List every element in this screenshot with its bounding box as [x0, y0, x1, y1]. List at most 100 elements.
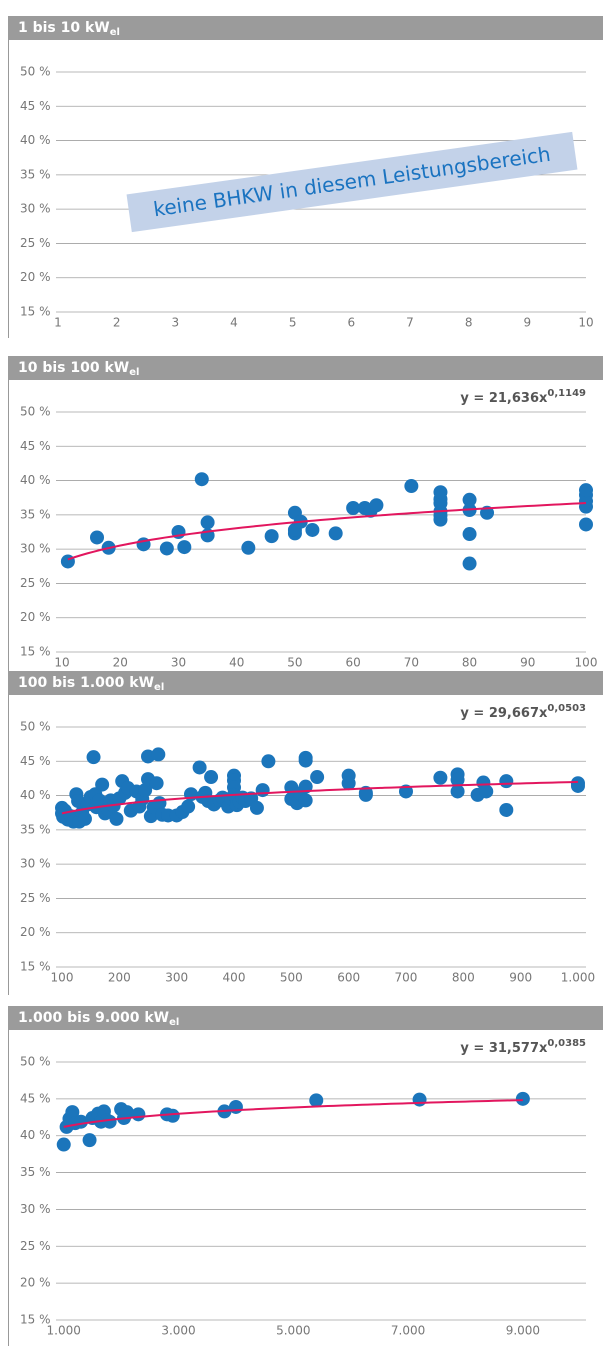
data-point [358, 787, 373, 802]
data-point [462, 527, 477, 542]
y-tick-label: 30 % [20, 202, 51, 216]
formula-exponent: 0,1149 [547, 388, 586, 399]
data-point [479, 784, 494, 799]
x-tick-label: 80 [462, 656, 477, 670]
x-tick-label: 700 [395, 971, 418, 985]
formula-exponent: 0,0385 [547, 1038, 586, 1049]
data-point [264, 529, 279, 544]
y-tick-label: 40 % [20, 788, 51, 802]
y-tick-label: 15 % [20, 1313, 51, 1327]
data-point [450, 784, 465, 799]
y-tick-label: 20 % [20, 270, 51, 284]
data-point [412, 1092, 427, 1107]
x-tick-label: 10 [54, 656, 69, 670]
x-tick-label: 7.000 [391, 1324, 425, 1338]
data-point [369, 498, 384, 513]
data-point [241, 540, 256, 555]
formula-var: x [539, 391, 548, 406]
data-point [298, 753, 313, 768]
y-tick-label: 35 % [20, 822, 51, 836]
x-tick-label: 500 [280, 971, 303, 985]
y-tick-label: 45 % [20, 754, 51, 768]
x-tick-label: 900 [509, 971, 532, 985]
panel-header [8, 356, 603, 380]
formula-coef: 31,577 [489, 1041, 539, 1056]
formula-var: x [539, 706, 548, 721]
data-point [341, 776, 356, 791]
data-point [249, 800, 264, 815]
y-tick-label: 50 % [20, 720, 51, 734]
x-tick-label: 70 [404, 656, 419, 670]
data-point [404, 479, 419, 494]
data-point [261, 754, 276, 769]
panel: 1 bis 10 kWel 15 % 20 % 25 % 30 % 35 % 40 % 45 … [8, 16, 603, 338]
trendline-formula: y = 21,636x0,1149 [460, 388, 586, 406]
y-tick-label: 15 % [20, 305, 51, 319]
data-point [450, 772, 465, 787]
panel-header [8, 16, 603, 40]
title-subscript: el [169, 1017, 179, 1028]
data-point [255, 783, 270, 798]
x-tick-label: 400 [223, 971, 246, 985]
x-tick-label: 5.000 [276, 1324, 310, 1338]
x-tick-label: 30 [171, 656, 186, 670]
x-tick-label: 90 [520, 656, 535, 670]
data-point [181, 799, 196, 814]
panel-title: 10 bis 100 kWel [18, 360, 139, 378]
data-point [165, 1108, 180, 1123]
y-tick-label: 40 % [20, 1128, 51, 1142]
data-point [60, 554, 75, 569]
panel-title: 1 bis 10 kWel [18, 20, 120, 38]
formula-prefix: y = [460, 706, 488, 721]
data-point [95, 777, 110, 792]
data-point [579, 483, 593, 498]
data-point [131, 1107, 146, 1122]
data-point [151, 747, 166, 762]
title-subscript: el [129, 367, 139, 378]
y-tick-label: 15 % [20, 960, 51, 974]
panel-title: 100 bis 1.000 kWel [18, 675, 164, 693]
annotation: keine BHKW in diesem Leistungsbereich [126, 131, 578, 233]
panel-header [8, 1006, 603, 1030]
data-point [309, 1093, 324, 1108]
x-tick-label: 4 [230, 316, 238, 330]
x-tick-label: 1 [54, 316, 62, 330]
panel: 10 bis 100 kWel 15 % 20 % 25 % 30 % 35 % 40 % 4… [8, 356, 603, 672]
formula-coef: 21,636 [489, 391, 539, 406]
y-tick-label: 25 % [20, 891, 51, 905]
y-tick-label: 50 % [20, 1055, 51, 1069]
y-tick-label: 35 % [20, 167, 51, 181]
data-point [102, 1114, 117, 1129]
data-point [86, 750, 101, 765]
y-tick-label: 30 % [20, 1202, 51, 1216]
y-tick-label: 50 % [20, 405, 51, 419]
formula-coef: 29,667 [489, 706, 539, 721]
x-tick-label: 3.000 [161, 1324, 195, 1338]
data-point [159, 541, 174, 556]
formula-prefix: y = [460, 391, 488, 406]
data-point [499, 774, 514, 789]
title-text: 100 bis 1.000 kW [18, 675, 154, 691]
data-point [515, 1091, 530, 1106]
x-tick-label: 9 [524, 316, 532, 330]
title-text: 1.000 bis 9.000 kW [18, 1010, 169, 1026]
title-text: 10 bis 100 kW [18, 360, 129, 376]
data-point [346, 501, 361, 515]
y-tick-label: 45 % [20, 99, 51, 113]
y-tick-label: 35 % [20, 1165, 51, 1179]
data-point [305, 522, 320, 537]
annotation-box [126, 131, 578, 233]
x-tick-label: 7 [406, 316, 414, 330]
y-tick-label: 25 % [20, 236, 51, 250]
x-tick-label: 200 [108, 971, 131, 985]
data-point [433, 485, 448, 500]
data-point [433, 770, 448, 785]
title-subscript: el [154, 682, 164, 693]
x-tick-label: 60 [346, 656, 361, 670]
x-tick-label: 1.000 [47, 1324, 81, 1338]
data-point [228, 1099, 243, 1114]
y-tick-label: 40 % [20, 473, 51, 487]
x-tick-label: 300 [165, 971, 188, 985]
y-tick-label: 20 % [20, 925, 51, 939]
